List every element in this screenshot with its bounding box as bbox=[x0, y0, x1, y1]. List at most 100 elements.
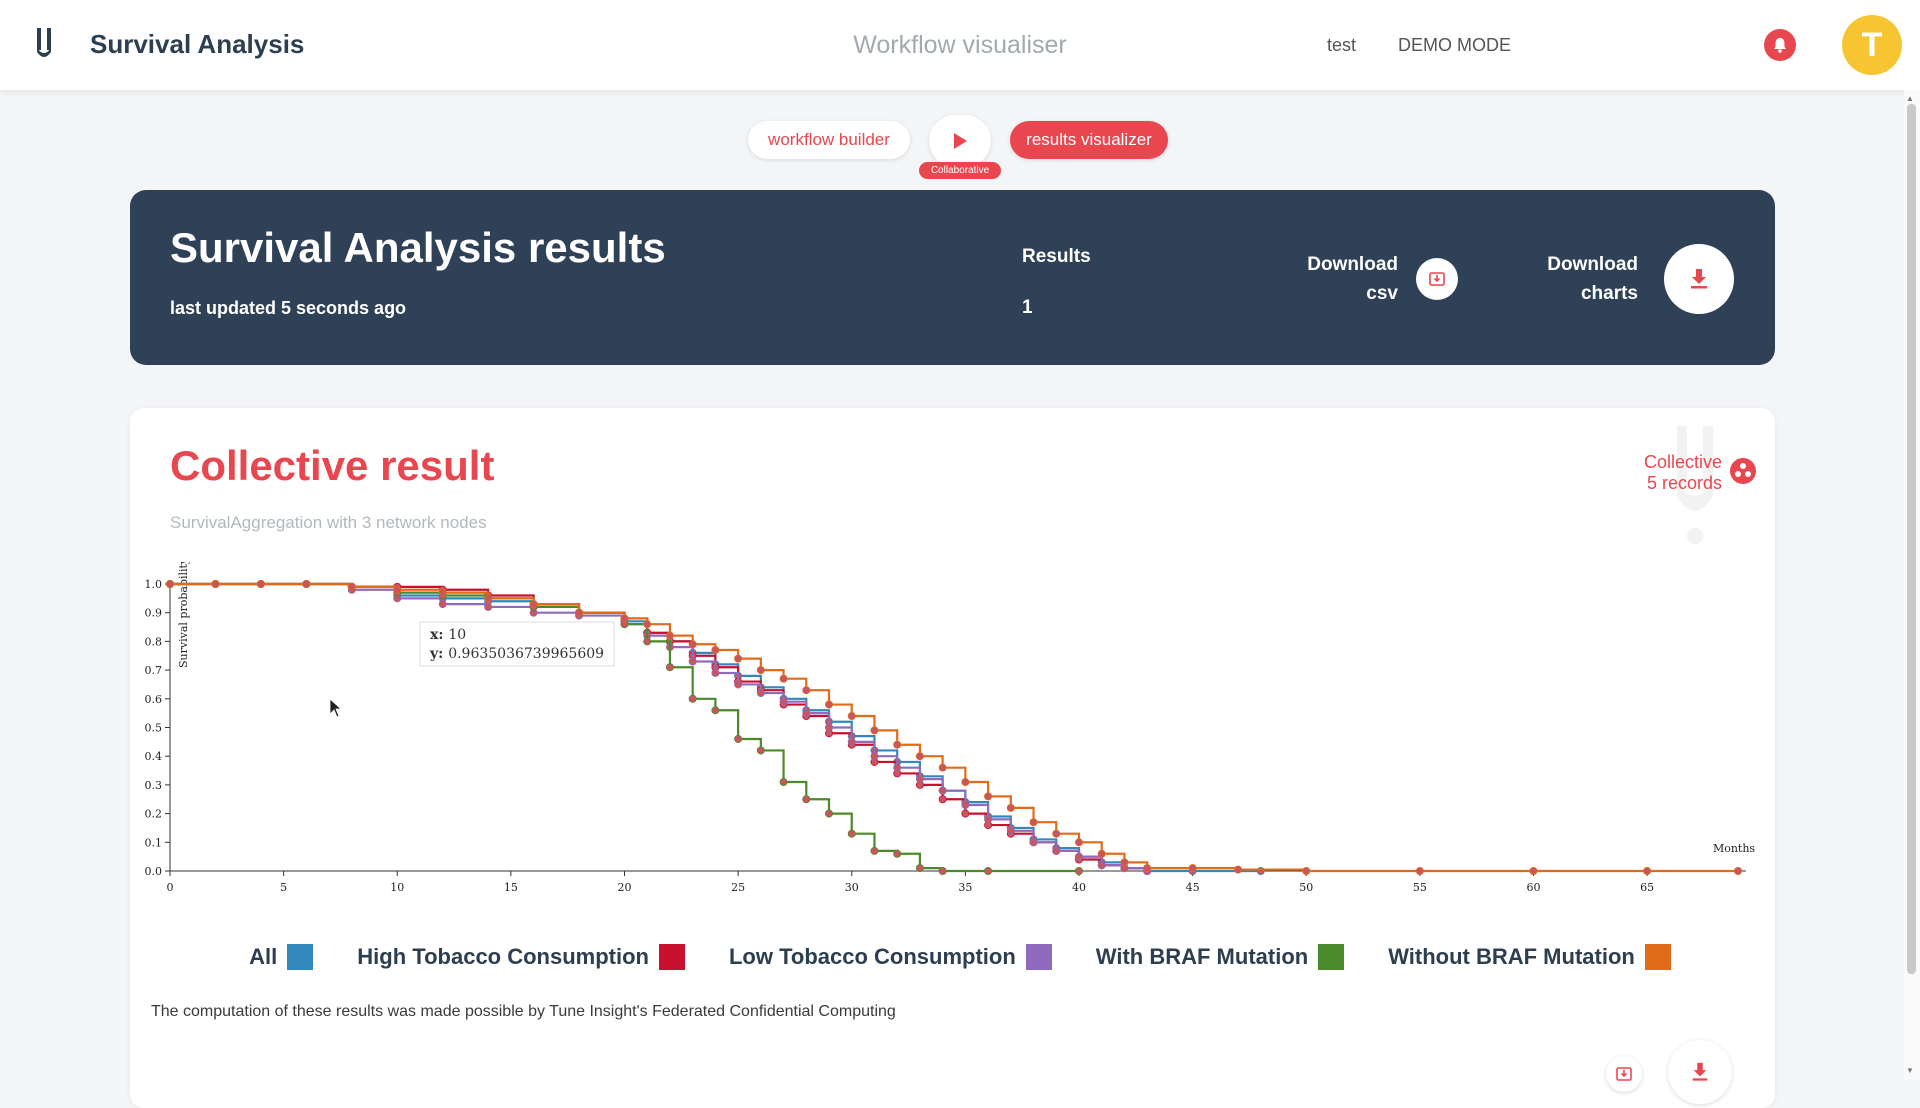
data-point[interactable] bbox=[166, 579, 175, 588]
data-point[interactable] bbox=[961, 800, 970, 809]
data-point[interactable] bbox=[484, 594, 493, 603]
data-point[interactable] bbox=[847, 829, 856, 838]
data-point[interactable] bbox=[847, 712, 856, 721]
data-point[interactable] bbox=[620, 614, 629, 623]
data-point[interactable] bbox=[1029, 838, 1038, 847]
data-point[interactable] bbox=[438, 600, 447, 609]
data-point[interactable] bbox=[1143, 864, 1152, 873]
data-point[interactable] bbox=[484, 602, 493, 611]
data-point[interactable] bbox=[756, 689, 765, 698]
data-point[interactable] bbox=[643, 620, 652, 629]
data-point[interactable] bbox=[1643, 866, 1652, 875]
data-point[interactable] bbox=[938, 866, 947, 875]
legend-item[interactable]: Low Tobacco Consumption bbox=[729, 944, 1052, 970]
data-point[interactable] bbox=[529, 600, 538, 609]
data-point[interactable] bbox=[665, 631, 674, 640]
data-point[interactable] bbox=[961, 778, 970, 787]
data-point[interactable] bbox=[870, 752, 879, 761]
data-point[interactable] bbox=[1074, 838, 1083, 847]
data-point[interactable] bbox=[825, 809, 834, 818]
legend-item[interactable]: High Tobacco Consumption bbox=[357, 944, 685, 970]
data-point[interactable] bbox=[756, 666, 765, 675]
data-point[interactable] bbox=[984, 792, 993, 801]
data-point[interactable] bbox=[825, 700, 834, 709]
data-point[interactable] bbox=[256, 579, 265, 588]
data-point[interactable] bbox=[711, 668, 720, 677]
data-point[interactable] bbox=[1074, 852, 1083, 861]
data-point[interactable] bbox=[870, 726, 879, 735]
data-point[interactable] bbox=[1052, 846, 1061, 855]
scroll-down-arrow-icon[interactable]: ▼ bbox=[1906, 1066, 1914, 1075]
data-point[interactable] bbox=[938, 763, 947, 772]
data-point[interactable] bbox=[893, 740, 902, 749]
workflow-builder-button[interactable]: workflow builder bbox=[748, 121, 910, 159]
data-point[interactable] bbox=[393, 585, 402, 594]
data-point[interactable] bbox=[643, 637, 652, 646]
data-point[interactable] bbox=[1120, 858, 1129, 867]
data-point[interactable] bbox=[870, 846, 879, 855]
data-point[interactable] bbox=[961, 809, 970, 818]
data-point[interactable] bbox=[938, 795, 947, 804]
data-point[interactable] bbox=[915, 752, 924, 761]
data-point[interactable] bbox=[1097, 861, 1106, 870]
legend-item[interactable]: With BRAF Mutation bbox=[1096, 944, 1345, 970]
data-point[interactable] bbox=[1302, 866, 1311, 875]
data-point[interactable] bbox=[665, 663, 674, 672]
data-point[interactable] bbox=[915, 775, 924, 784]
data-point[interactable] bbox=[1234, 865, 1243, 874]
data-point[interactable] bbox=[984, 815, 993, 824]
data-point[interactable] bbox=[1734, 866, 1743, 875]
data-point[interactable] bbox=[734, 680, 743, 689]
data-point[interactable] bbox=[711, 646, 720, 655]
data-point[interactable] bbox=[779, 778, 788, 787]
scroll-up-arrow-icon[interactable]: ▲ bbox=[1906, 94, 1914, 103]
data-point[interactable] bbox=[1029, 818, 1038, 827]
data-point[interactable] bbox=[734, 654, 743, 663]
data-point[interactable] bbox=[302, 579, 311, 588]
data-point[interactable] bbox=[711, 706, 720, 715]
data-point[interactable] bbox=[802, 795, 811, 804]
nav-item-demo-mode[interactable]: DEMO MODE bbox=[1398, 35, 1512, 55]
data-point[interactable] bbox=[915, 864, 924, 873]
scrollbar-thumb[interactable] bbox=[1907, 104, 1916, 974]
legend-item[interactable]: Without BRAF Mutation bbox=[1388, 944, 1671, 970]
data-point[interactable] bbox=[575, 608, 584, 617]
data-point[interactable] bbox=[1006, 803, 1015, 812]
data-point[interactable] bbox=[688, 640, 697, 649]
data-point[interactable] bbox=[1006, 826, 1015, 835]
legend-item[interactable]: All bbox=[249, 944, 314, 970]
card-download-csv-button[interactable] bbox=[1606, 1056, 1642, 1092]
data-point[interactable] bbox=[802, 709, 811, 718]
data-point[interactable] bbox=[847, 737, 856, 746]
data-point[interactable] bbox=[688, 657, 697, 666]
avatar[interactable]: T bbox=[1842, 15, 1902, 75]
data-point[interactable] bbox=[1074, 866, 1083, 875]
download-csv-button[interactable] bbox=[1416, 258, 1458, 300]
data-point[interactable] bbox=[893, 763, 902, 772]
data-point[interactable] bbox=[347, 582, 356, 591]
data-point[interactable] bbox=[1188, 864, 1197, 873]
data-point[interactable] bbox=[438, 588, 447, 597]
data-point[interactable] bbox=[688, 694, 697, 703]
data-point[interactable] bbox=[1415, 866, 1424, 875]
results-visualizer-button[interactable]: results visualizer bbox=[1010, 121, 1168, 159]
tune-insight-logo-icon[interactable] bbox=[36, 28, 52, 64]
nav-item-test[interactable]: test bbox=[1327, 35, 1357, 55]
data-point[interactable] bbox=[1097, 849, 1106, 858]
data-point[interactable] bbox=[756, 746, 765, 755]
data-point[interactable] bbox=[779, 697, 788, 706]
data-point[interactable] bbox=[984, 866, 993, 875]
data-point[interactable] bbox=[211, 579, 220, 588]
data-point[interactable] bbox=[893, 849, 902, 858]
card-download-charts-button[interactable] bbox=[1668, 1040, 1732, 1104]
data-point[interactable] bbox=[938, 786, 947, 795]
data-point[interactable] bbox=[1529, 866, 1538, 875]
data-point[interactable] bbox=[734, 734, 743, 743]
download-charts-button[interactable] bbox=[1664, 244, 1734, 314]
data-point[interactable] bbox=[825, 723, 834, 732]
notifications-button[interactable] bbox=[1764, 29, 1796, 61]
run-workflow-button[interactable] bbox=[929, 115, 991, 167]
data-point[interactable] bbox=[802, 686, 811, 695]
data-point[interactable] bbox=[779, 674, 788, 683]
data-point[interactable] bbox=[1052, 829, 1061, 838]
